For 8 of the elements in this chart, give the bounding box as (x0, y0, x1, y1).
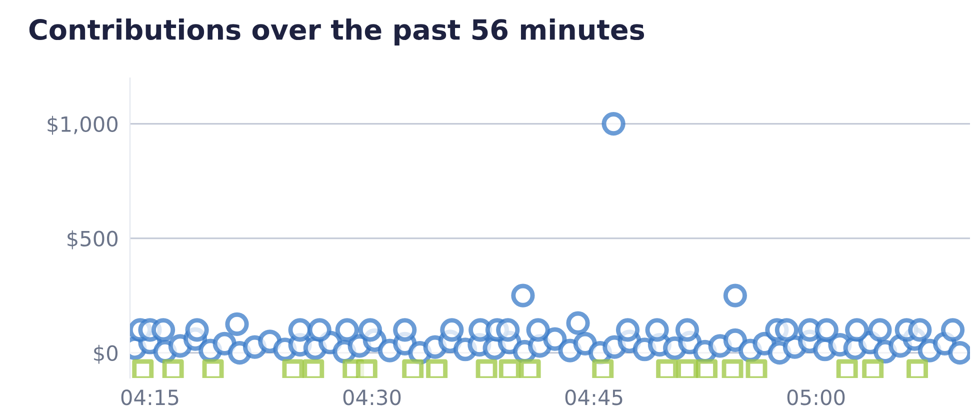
y-tick-label: $0 (94, 344, 118, 364)
chart-title: Contributions over the past 56 minutes (29, 18, 644, 46)
x-tick-label: 05:00 (787, 389, 845, 406)
x-tick-label: 04:15 (121, 389, 178, 406)
x-tick-label: 04:45 (565, 389, 622, 406)
y-tick-label: $1,000 (48, 116, 118, 135)
y-tick-label: $500 (68, 230, 118, 250)
x-tick-label: 04:30 (343, 389, 401, 406)
